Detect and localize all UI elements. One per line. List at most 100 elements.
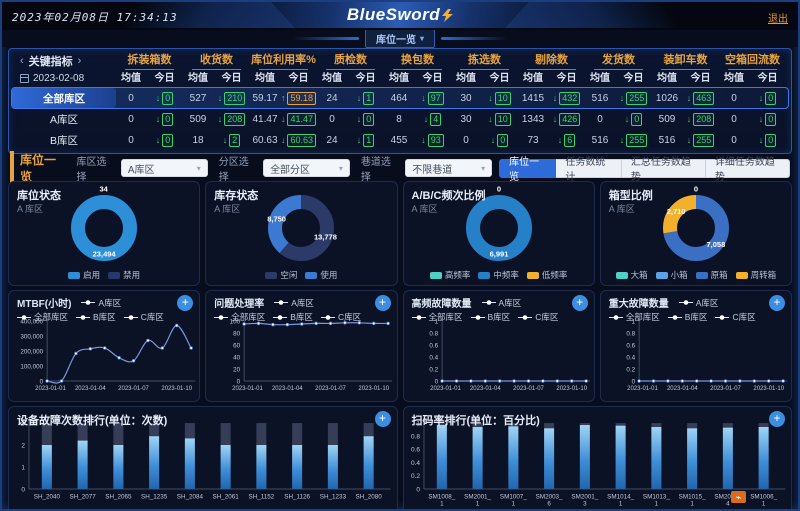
legend-item-全部库区[interactable]: 全部库区 xyxy=(411,311,463,323)
table-row[interactable]: A库区 0 ↓ 0 509 ↓ 208 41.47 ↓ 41.47 0 ↓ 0 8 ↓ 4 30 ↓ 10 1343 ↓… xyxy=(12,109,788,129)
table-row[interactable]: B库区 0 ↓ 0 18 ↓ 2 60.63 ↓ 60.63 24 ↓ 1 455 ↓ 93 0 ↓ 0 73 ↓ 6 51… xyxy=(12,130,788,150)
svg-text:SM1015_1: SM1015_ 1 xyxy=(678,493,705,507)
filter-select-1[interactable]: 全部分区 ▾ xyxy=(263,159,350,177)
chart-card-abc-ratio: A/B/C频次比例 A 库区 0 6,991 高频率 中频率 低频率 xyxy=(402,181,595,286)
filter-select-0[interactable]: A库区 ▾ xyxy=(120,159,208,177)
filter-label: 分区选择 xyxy=(218,157,249,183)
legend-label: 大箱 xyxy=(630,270,648,280)
svg-text:2: 2 xyxy=(21,442,25,449)
svg-text:0.6: 0.6 xyxy=(626,342,635,349)
today-badge: 0 xyxy=(162,91,174,105)
legend-item-C库区[interactable]: C库区 xyxy=(320,311,362,323)
row-label[interactable]: B库区 xyxy=(49,134,78,147)
today-badge: 0 xyxy=(162,112,174,126)
today-badge: 41.47 xyxy=(287,112,317,126)
plot-area: 0 1 2 3 SH_2040 SH_2077 SH_2065 SH_1235 SH_2084 S… xyxy=(11,417,395,509)
expand-button[interactable]: + xyxy=(177,295,194,311)
legend-item-全部库区[interactable]: 全部库区 xyxy=(214,311,265,323)
legend-label: B库区 xyxy=(487,312,511,322)
legend-item-A库区[interactable]: A库区 xyxy=(678,297,718,309)
avg-value: 1026 xyxy=(655,92,679,104)
avg-value: 509 xyxy=(189,113,207,125)
today-value: ↓ 0 xyxy=(749,91,786,105)
legend-item-原箱[interactable]: 原箱 xyxy=(695,269,728,281)
filter-bar: 库位一览 库区选择 A库区 ▾ 分区选择 全部分区 ▾ 巷道选择 不限巷道 ▾ 库位一览 任务数统… xyxy=(2,151,798,185)
legend-item-周转箱[interactable]: 周转箱 xyxy=(735,269,776,281)
legend-item-A库区[interactable]: A库区 xyxy=(81,297,121,309)
legend-label: C库区 xyxy=(337,312,362,322)
legend-item-大箱[interactable]: 大箱 xyxy=(615,269,648,281)
plot-area: 0 20 40 60 80 100 2023-01-01 2023-01-04 2023-01-… xyxy=(208,315,394,400)
svg-text:0: 0 xyxy=(237,378,241,385)
today-badge: 10 xyxy=(494,112,511,126)
avg-value: 0 xyxy=(731,113,737,125)
svg-text:SM2001_4: SM2001_ 4 xyxy=(714,493,741,507)
kpi-column-header: 换包数 xyxy=(384,51,451,70)
legend-item-空闲[interactable]: 空闲 xyxy=(265,269,297,281)
line-marker-icon xyxy=(518,314,533,320)
legend-item-B库区[interactable]: B库区 xyxy=(76,311,116,323)
legend-label: 小箱 xyxy=(670,270,688,280)
legend-item-禁用[interactable]: 禁用 xyxy=(108,269,140,281)
row-label[interactable]: A库区 xyxy=(49,113,78,126)
table-row[interactable]: 全部库区 0 ↓ 0 527 ↓ 210 59.17 ↑ 59.18 24 ↓ 1 464 ↓ 97 30 ↓ 10… xyxy=(11,87,789,109)
legend-item-低频率[interactable]: 低频率 xyxy=(526,269,567,281)
svg-text:6,991: 6,991 xyxy=(489,250,508,259)
legend-item-中频率[interactable]: 中频率 xyxy=(478,269,519,281)
tab-任务数统计[interactable]: 任务数统计 xyxy=(556,157,622,183)
legend-item-B库区[interactable]: B库区 xyxy=(273,311,313,323)
legend-item-C库区[interactable]: C库区 xyxy=(123,311,164,323)
svg-text:8,750: 8,750 xyxy=(268,215,287,224)
legend-item-C库区[interactable]: C库区 xyxy=(518,311,558,323)
today-value: ↓ 0 xyxy=(749,112,786,126)
expand-button[interactable]: + xyxy=(374,295,391,311)
svg-text:0: 0 xyxy=(631,378,635,385)
tab-详细任务数趋势[interactable]: 详细任务数趋势 xyxy=(705,157,790,183)
next-icon[interactable]: › xyxy=(77,54,82,67)
today-badge: 1 xyxy=(363,91,375,105)
date-picker[interactable]: 2023-02-08 xyxy=(12,70,116,87)
legend-label: 中频率 xyxy=(493,270,519,280)
expand-button[interactable]: + xyxy=(571,295,588,311)
tab-汇总任务数趋势[interactable]: 汇总任务数趋势 xyxy=(621,157,706,183)
legend-item-使用[interactable]: 使用 xyxy=(305,269,337,281)
nav-strip: 库位一览 ▾ xyxy=(2,29,798,48)
legend-swatch xyxy=(655,271,668,279)
chart-subtitle: A 库区 xyxy=(411,204,438,214)
today-value: ↓ 2 xyxy=(213,133,250,147)
logout-link[interactable]: 退出 xyxy=(768,14,788,25)
page-dropdown[interactable]: 库位一览 ▾ xyxy=(364,29,435,48)
svg-text:SH_1235: SH_1235 xyxy=(141,493,168,500)
legend-item-全部库区[interactable]: 全部库区 xyxy=(608,311,660,323)
legend-item-A库区[interactable]: A库区 xyxy=(481,297,521,309)
prev-icon[interactable]: ‹ xyxy=(20,54,24,67)
legend-item-C库区[interactable]: C库区 xyxy=(715,311,756,323)
legend-item-高频率[interactable]: 高频率 xyxy=(429,269,470,281)
svg-text:2023-01-10: 2023-01-10 xyxy=(753,386,784,392)
legend-item-A库区[interactable]: A库区 xyxy=(274,297,314,309)
arrow-down-icon: ↓ xyxy=(686,135,692,145)
legend-item-B库区[interactable]: B库区 xyxy=(667,311,707,323)
filter-select-2[interactable]: 不限巷道 ▾ xyxy=(405,159,493,177)
svg-text:2023-01-07: 2023-01-07 xyxy=(710,386,741,392)
row-label[interactable]: 全部库区 xyxy=(12,88,116,108)
legend-item-B库区[interactable]: B库区 xyxy=(470,311,511,323)
kpi-panel-title: 关键指标 xyxy=(28,55,73,68)
kpi-subcolumn-header: 今日 xyxy=(556,73,577,84)
expand-button[interactable]: + xyxy=(769,295,785,311)
legend-item-启用[interactable]: 启用 xyxy=(68,269,100,281)
expand-button[interactable]: + xyxy=(374,411,391,427)
line-marker-icon xyxy=(214,314,229,320)
svg-text:0.8: 0.8 xyxy=(410,434,419,441)
chart-subtitle: A 库区 xyxy=(608,204,635,214)
legend-item-小箱[interactable]: 小箱 xyxy=(655,269,688,281)
donut-chart: 0 7,058 2,710 xyxy=(662,185,729,261)
svg-text:SM2001_3: SM2001_ 3 xyxy=(571,493,598,507)
svg-text:100,000: 100,000 xyxy=(20,363,43,370)
tab-库位一览[interactable]: 库位一览 xyxy=(499,157,557,183)
svg-text:20: 20 xyxy=(233,366,241,373)
expand-button[interactable]: + xyxy=(769,411,785,427)
line-marker-icon xyxy=(470,314,485,320)
legend-item-全部库区[interactable]: 全部库区 xyxy=(17,311,68,323)
today-value: ↓ 208 xyxy=(213,112,250,126)
